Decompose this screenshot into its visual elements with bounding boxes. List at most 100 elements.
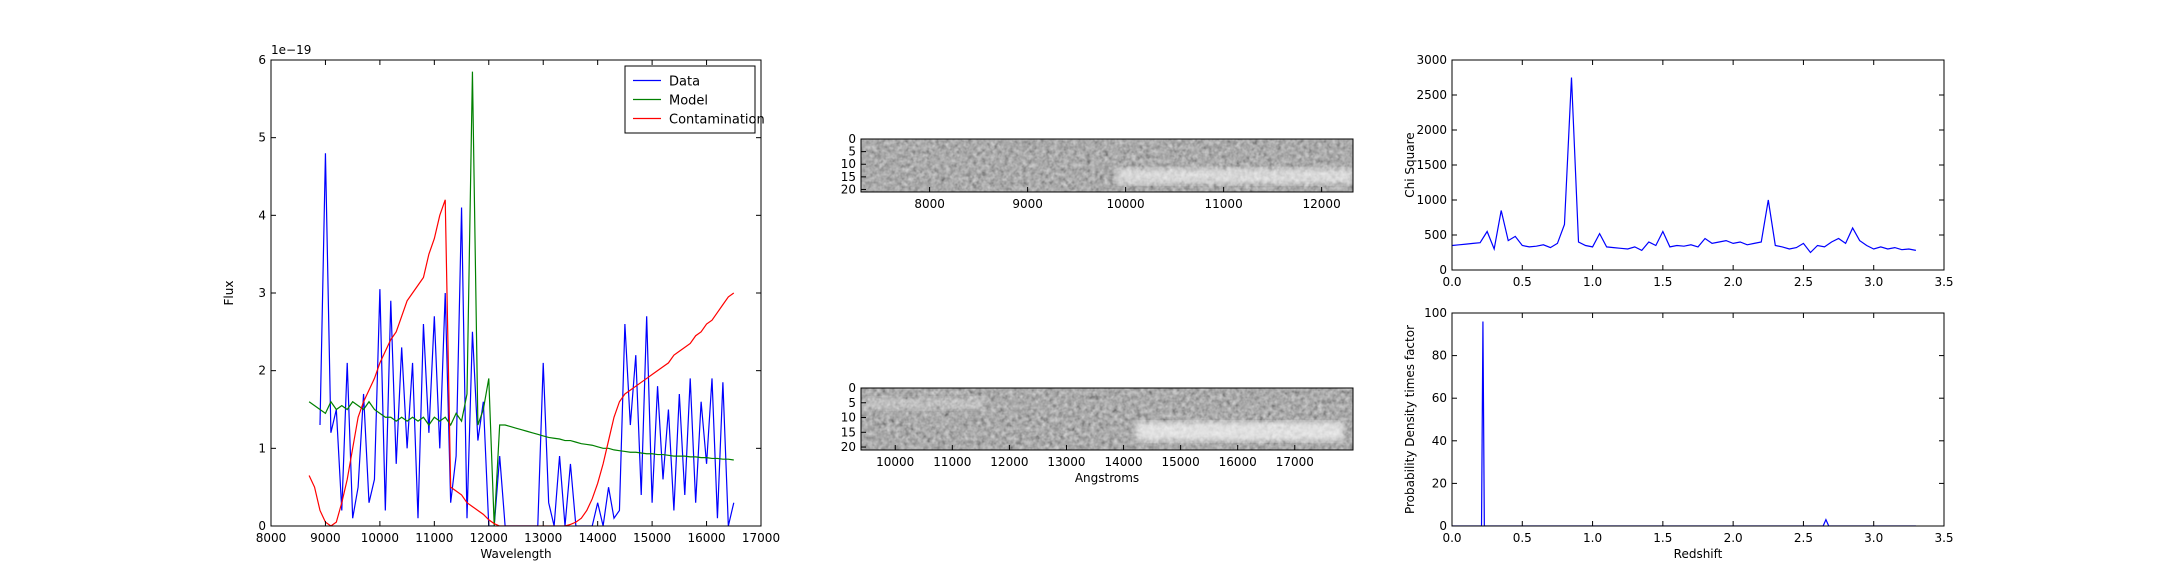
y-tick-label: 6 [258, 53, 266, 67]
x-tick-label: 2.0 [1724, 275, 1743, 289]
x-axis-label: Wavelength [480, 547, 551, 561]
x-tick-label: 15000 [1162, 455, 1200, 469]
x-tick-label: 11000 [415, 531, 453, 545]
y-tick-label: 20 [1432, 476, 1447, 490]
x-tick-label: 1.0 [1583, 531, 1602, 545]
y-tick-label: 10 [841, 157, 856, 171]
x-tick-label: 9000 [1012, 197, 1043, 211]
x-tick-label: 12000 [470, 531, 508, 545]
x-tick-label: 2.5 [1794, 531, 1813, 545]
y-tick-label: 0 [848, 132, 856, 146]
x-tick-label: 0.5 [1513, 531, 1532, 545]
series-line [308, 71, 734, 526]
y-tick-label: 5 [258, 131, 266, 145]
legend: Data Model Contamination [624, 65, 765, 134]
axes-frame [1451, 312, 1945, 527]
y-tick-label: 100 [1424, 306, 1447, 320]
y-tick-label: 3000 [1416, 53, 1447, 67]
y-tick-label: 0 [848, 381, 856, 395]
y-tick-label: 60 [1432, 391, 1447, 405]
panel: 8000 9000 10000 11000 12000 13000 14000 15000 16… [222, 43, 780, 561]
y-axis-label: Probability Density times factor [1403, 325, 1417, 514]
series-line [1452, 321, 1916, 526]
y-tick-label: 500 [1424, 228, 1447, 242]
x-tick-label: 1.0 [1583, 275, 1602, 289]
x-tick-label: 0.0 [1442, 275, 1461, 289]
lines [1452, 77, 1917, 254]
offset-label: 1e−19 [271, 43, 311, 57]
y-tick-label: 1 [258, 441, 266, 455]
y-axis-label: Flux [222, 281, 236, 306]
panel: 0.0 0.5 1.0 1.5 2.0 2.5 3.0 3.5 0 20 40 60 80 100 Reds… [1403, 306, 1954, 561]
series-line [308, 199, 735, 526]
x-tick-label: 3.0 [1864, 531, 1883, 545]
y-tick-label: 5 [848, 396, 856, 410]
y-tick-label: 40 [1432, 434, 1447, 448]
legend-label: Contamination [669, 113, 765, 128]
y-tick-label: 1500 [1416, 158, 1447, 172]
x-tick-label: 1.5 [1653, 275, 1672, 289]
lines [1452, 321, 1916, 526]
y-tick-label: 2500 [1416, 88, 1447, 102]
spectrum-trace [861, 397, 984, 410]
y-axis-label: Chi Square [1403, 132, 1417, 197]
image-bands [1116, 168, 1353, 185]
x-tick-label: 8000 [914, 197, 945, 211]
x-tick-label: 10000 [876, 455, 914, 469]
x-tick-label: 11000 [1205, 197, 1243, 211]
legend-box [624, 65, 756, 134]
axes-frame [860, 387, 1354, 451]
panel: 0.0 0.5 1.0 1.5 2.0 2.5 3.0 3.5 0 500 1000 1500 2000… [1403, 53, 1954, 289]
x-tick-label: 12000 [1303, 197, 1341, 211]
x-tick-label: 15000 [633, 531, 671, 545]
x-tick-label: 2.5 [1794, 275, 1813, 289]
panel: 10000 11000 12000 13000 14000 15000 16000 17000… [841, 381, 1354, 485]
y-tick-label: 0 [1439, 263, 1447, 277]
x-tick-label: 2.0 [1724, 531, 1743, 545]
image-bands [861, 397, 1344, 441]
x-tick-label: 9000 [310, 531, 341, 545]
y-tick-label: 2000 [1416, 123, 1447, 137]
y-tick-label: 2 [258, 364, 266, 378]
axes-frame [860, 138, 1354, 193]
series-line [319, 153, 735, 526]
x-tick-label: 17000 [742, 531, 780, 545]
x-axis-label: Redshift [1674, 547, 1723, 561]
x-tick-label: 3.0 [1864, 275, 1883, 289]
spectrum-trace [1136, 422, 1344, 441]
y-tick-label: 20 [841, 440, 856, 454]
axes-frame [1451, 59, 1945, 271]
x-tick-label: 13000 [524, 531, 562, 545]
y-tick-label: 15 [841, 170, 856, 184]
legend-label: Data [669, 75, 700, 90]
y-tick-label: 5 [848, 145, 856, 159]
x-tick-label: 16000 [687, 531, 725, 545]
x-tick-label: 10000 [361, 531, 399, 545]
x-tick-label: 10000 [1107, 197, 1145, 211]
y-tick-label: 15 [841, 425, 856, 439]
y-tick-label: 1000 [1416, 193, 1447, 207]
x-tick-label: 3.5 [1934, 275, 1953, 289]
x-axis-label: Angstroms [1075, 471, 1139, 485]
spectrum-trace [1116, 168, 1353, 185]
x-tick-label: 3.5 [1934, 531, 1953, 545]
y-tick-label: 4 [258, 208, 266, 222]
y-tick-label: 0 [258, 519, 266, 533]
y-tick-label: 3 [258, 286, 266, 300]
x-tick-label: 12000 [990, 455, 1028, 469]
x-tick-label: 17000 [1276, 455, 1314, 469]
y-tick-label: 0 [1439, 519, 1447, 533]
y-tick-label: 20 [841, 182, 856, 196]
image-noise [861, 139, 1353, 192]
y-tick-label: 80 [1432, 349, 1447, 363]
x-tick-label: 0.0 [1442, 531, 1461, 545]
y-tick-label: 10 [841, 411, 856, 425]
lines [308, 71, 735, 526]
x-tick-label: 16000 [1219, 455, 1257, 469]
x-tick-label: 13000 [1047, 455, 1085, 469]
x-tick-label: 11000 [933, 455, 971, 469]
x-tick-label: 0.5 [1513, 275, 1532, 289]
